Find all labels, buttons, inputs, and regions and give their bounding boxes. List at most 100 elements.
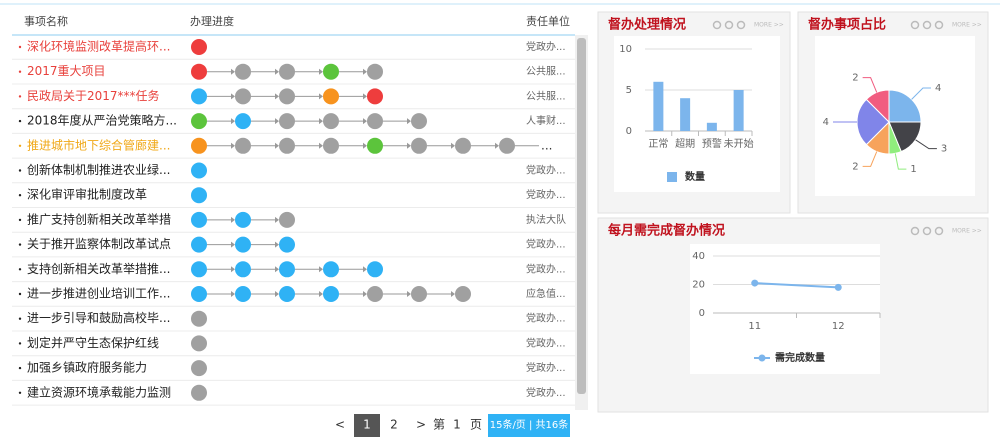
task-name[interactable]: 关于推开监察体制改革试点 (27, 236, 171, 251)
arrow-head (275, 241, 279, 248)
progress-step (191, 335, 207, 352)
y-tick-label: 0 (699, 308, 705, 319)
toolbar-icon[interactable] (724, 20, 734, 30)
arrow-head (231, 241, 235, 248)
progress-step (279, 211, 295, 228)
toolbar-icon[interactable] (910, 20, 920, 30)
task-name[interactable]: 推进城市地下综合管廊建... (27, 137, 170, 152)
progress-step (455, 137, 471, 154)
more-link[interactable]: MORE >> (952, 22, 982, 29)
arrow-head (275, 266, 279, 273)
progress-step (279, 286, 295, 302)
arrow-head (451, 142, 455, 149)
scroll-thumb[interactable] (577, 38, 586, 394)
more-link[interactable]: MORE >> (754, 22, 784, 29)
task-name[interactable]: 2017重大项目 (27, 64, 106, 78)
toolbar-icon[interactable] (934, 226, 944, 236)
progress-step (455, 286, 471, 302)
unit: 党政办... (526, 361, 566, 374)
panel-title: 每月需完成督办情况 (608, 223, 725, 239)
arrow-head (407, 291, 411, 297)
bar (733, 90, 744, 131)
progress-step (235, 113, 251, 130)
arrow-head (363, 266, 367, 273)
column-header: 事项名称 (24, 14, 68, 28)
task-name[interactable]: 创新体制机制推进农业绿... (27, 162, 170, 177)
page-current (354, 414, 380, 437)
legend-marker (758, 354, 766, 362)
toolbar-icon[interactable] (922, 20, 932, 30)
arrow-head (319, 266, 323, 273)
task-name[interactable]: 建立资源环境承载能力监测 (27, 384, 171, 399)
progress-step (367, 113, 383, 130)
bullet (18, 169, 22, 172)
bar (706, 122, 717, 131)
progress-step (191, 236, 207, 253)
pie-label: 2 (852, 73, 858, 84)
progress-step (191, 88, 207, 105)
y-tick-label: 0 (626, 126, 632, 137)
arrow-head (319, 118, 323, 125)
toolbar-icon[interactable] (934, 20, 944, 30)
pie-slice (865, 89, 890, 124)
more-link[interactable]: MORE >> (952, 228, 982, 235)
task-name[interactable]: 民政局关于2017***任务 (27, 88, 160, 103)
progress-step (191, 211, 207, 228)
arrow-head (319, 291, 323, 297)
progress-step (235, 236, 251, 253)
arrow-head (275, 291, 279, 297)
toolbar-icon[interactable] (736, 20, 746, 30)
page-number[interactable]: 1 (363, 418, 371, 432)
progress-step (411, 137, 427, 154)
page-summary-bg (488, 414, 570, 437)
task-name[interactable]: 深化环境监测改革提高环... (27, 39, 170, 54)
progress-step (367, 88, 383, 105)
task-name[interactable]: 进一步推进创业培训工作... (27, 286, 170, 301)
progress-step (323, 137, 339, 154)
leader-line (894, 153, 907, 170)
panel-title: 督办事项占比 (808, 17, 886, 33)
x-tick-label: 预警 (702, 137, 722, 150)
toolbar-icon[interactable] (922, 226, 932, 236)
progress-step (191, 360, 207, 377)
arrow-head (407, 118, 411, 125)
unit: 执法大队 (526, 213, 566, 226)
bullet (18, 292, 22, 296)
page-prev[interactable]: < (335, 418, 345, 432)
task-name[interactable]: 加强乡镇政府服务能力 (27, 360, 147, 375)
legend-label[interactable]: 数量 (685, 170, 705, 183)
progress-step (279, 236, 295, 253)
arrow-head (451, 291, 455, 297)
task-name[interactable]: 2018年度从严治党策略方... (27, 113, 177, 128)
toolbar-icon[interactable] (910, 226, 920, 236)
page-next[interactable]: > (416, 418, 426, 432)
legend-label[interactable]: 需完成数量 (775, 351, 825, 364)
arrow-head (231, 291, 235, 297)
pie-label: 1 (910, 164, 916, 175)
pie-label: 4 (823, 117, 829, 128)
bullet (18, 119, 22, 123)
bullet (18, 144, 22, 147)
progress-step (411, 286, 427, 302)
unit: 党政办... (526, 312, 566, 325)
column-header: 责任单位 (526, 14, 570, 28)
progress-step (323, 286, 339, 302)
task-name[interactable]: 划定并严守生态保护红线 (27, 335, 159, 350)
task-name[interactable]: 进一步引导和鼓励高校毕... (27, 310, 170, 325)
arrow-head (231, 93, 235, 100)
task-name[interactable]: 推广支持创新相关改革举措 (27, 211, 171, 226)
toolbar-icon[interactable] (712, 20, 722, 30)
progress-step (235, 63, 251, 80)
progress-step (279, 63, 295, 80)
leader-line (862, 77, 878, 93)
unit: 党政办... (526, 164, 566, 177)
progress-step (191, 310, 207, 327)
bullet (18, 45, 22, 49)
page-number[interactable]: 2 (390, 418, 398, 432)
task-name[interactable]: 支持创新相关改革举措推... (27, 261, 170, 276)
task-name[interactable]: 深化审评审批制度改革 (27, 187, 147, 202)
progress-step (191, 187, 207, 204)
progress-step (367, 261, 383, 278)
page-goto[interactable]: 1 (453, 418, 461, 432)
